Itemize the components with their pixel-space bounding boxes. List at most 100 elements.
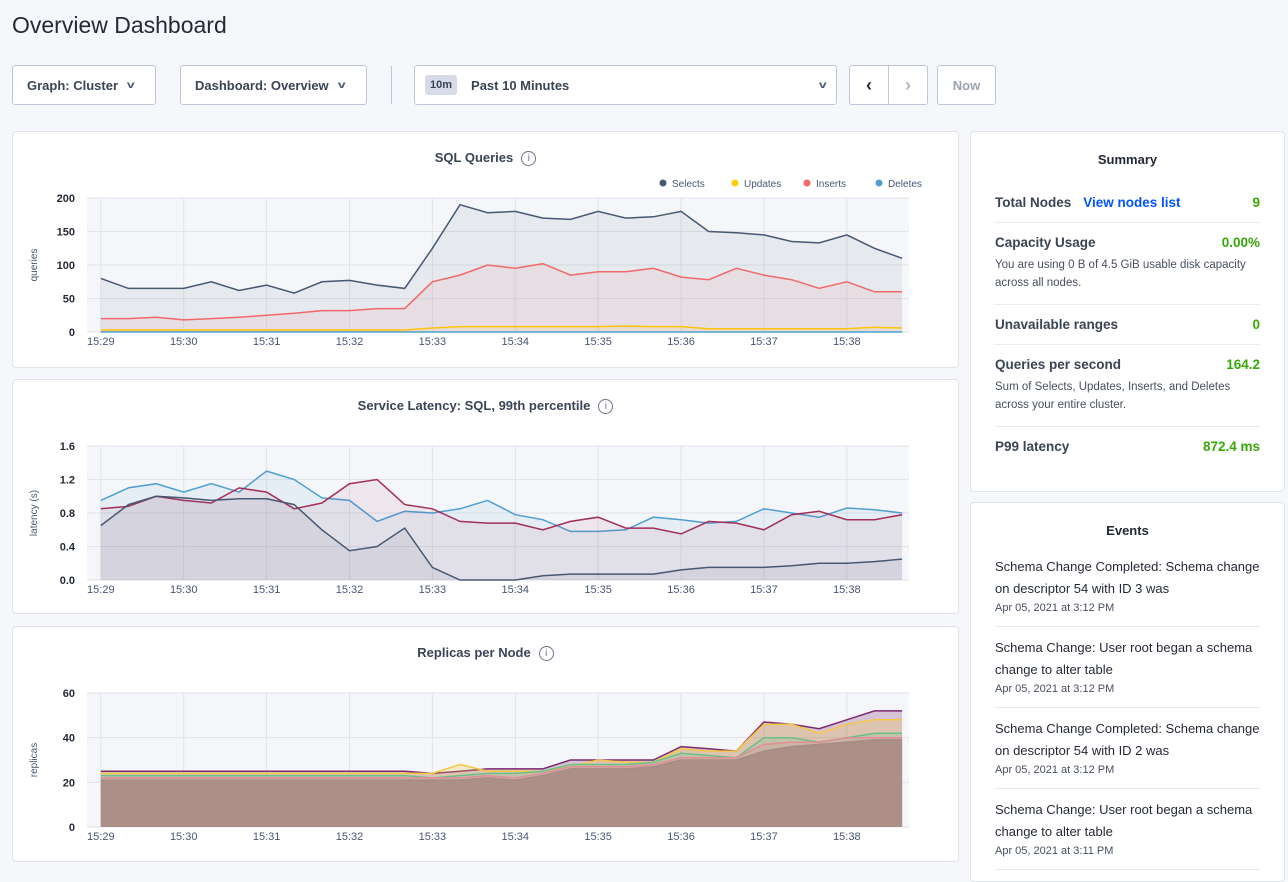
chart-title: Replicas per Node: [417, 645, 531, 660]
series-area: [100, 471, 903, 580]
info-icon[interactable]: i: [598, 399, 614, 415]
series-line: [100, 495, 903, 581]
x-tick-label: 15:31: [253, 831, 281, 843]
x-tick-label: 15:37: [750, 336, 778, 348]
series-line: [100, 732, 903, 779]
x-tick-label: 15:32: [336, 831, 364, 843]
x-tick-label: 15:34: [502, 336, 530, 348]
x-tick-label: 15:30: [170, 831, 198, 843]
x-tick-label: 15:36: [667, 831, 695, 843]
event-item[interactable]: Schema Change Completed: Schema change o…: [995, 708, 1260, 789]
x-tick-label: 15:34: [502, 584, 530, 596]
chevron-down-icon: v: [819, 79, 828, 91]
x-tick-label: 15:29: [87, 831, 115, 843]
x-tick-label: 15:36: [667, 336, 695, 348]
event-item[interactable]: Schema Change: User root began a schema …: [995, 789, 1260, 870]
previous-button[interactable]: ‹: [849, 65, 889, 105]
x-tick-label: 15:35: [584, 831, 612, 843]
series-line: [100, 736, 903, 779]
y-tick-label: 20: [63, 777, 75, 789]
summary-value: 0.00%: [1221, 235, 1260, 250]
y-tick-label: 1.2: [60, 475, 75, 487]
summary-total-nodes: Total Nodes View nodes list 9: [995, 183, 1260, 223]
y-tick-label: 150: [57, 227, 75, 239]
x-tick-label: 15:33: [419, 336, 447, 348]
y-axis-label: replicas: [29, 743, 40, 777]
events-card: Events Schema Change Completed: Schema c…: [970, 502, 1285, 882]
x-tick-label: 15:35: [584, 584, 612, 596]
y-tick-label: 100: [57, 260, 75, 272]
event-date: Apr 05, 2021 at 3:12 PM: [995, 602, 1115, 614]
events-title: Events: [1106, 523, 1149, 538]
service-latency-chart-card: Service Latency: SQL, 99th percentile i 1…: [12, 379, 959, 614]
x-tick-label: 15:33: [419, 831, 447, 843]
series-area: [100, 739, 903, 827]
y-tick-label: 50: [63, 294, 75, 306]
sql-queries-chart: 15:29 15:30 15:31 15:32 15:33 15:34 15:35 15:36…: [29, 179, 922, 348]
x-tick-label: 15:38: [833, 584, 861, 596]
summary-value: 0: [1252, 317, 1260, 332]
series-line: [100, 710, 903, 775]
sql-queries-chart-card: SQL Queries i 15:29 15:30 15:31 15:32 15:33 15…: [12, 131, 959, 368]
summary-value: 164.2: [1226, 357, 1260, 372]
info-icon[interactable]: i: [538, 646, 554, 662]
x-tick-label: 15:38: [833, 336, 861, 348]
summary-unavailable-ranges: Unavailable ranges 0: [995, 305, 1260, 345]
x-tick-label: 15:37: [750, 831, 778, 843]
replicas-per-node-chart: 15:29 15:30 15:31 15:32 15:33 15:34 15:35 15:36…: [29, 688, 909, 843]
y-tick-label: 0.8: [60, 508, 75, 520]
service-latency-chart: 15:29 15:30 15:31 15:32 15:33 15:34 15:35 15:36…: [29, 441, 909, 596]
page-title: Overview Dashboard: [12, 12, 227, 38]
next-button[interactable]: ›: [888, 65, 928, 105]
legend-marker: [731, 179, 739, 187]
y-axis-label: queries: [29, 249, 40, 282]
summary-p99-latency: P99 latency 872.4 ms: [995, 427, 1260, 466]
toolbar-divider: [391, 66, 392, 104]
info-icon[interactable]: i: [521, 151, 537, 167]
chevron-down-icon: v: [126, 79, 135, 91]
event-text: Schema Change Completed: Schema change o…: [995, 721, 1260, 758]
y-tick-label: 0: [69, 327, 75, 339]
series-line: [100, 325, 903, 331]
summary-label: Total Nodes: [995, 195, 1072, 210]
series-line: [100, 739, 903, 781]
summary-title: Summary: [1097, 152, 1158, 167]
event-date: Apr 05, 2021 at 3:12 PM: [995, 683, 1115, 695]
x-tick-label: 15:29: [87, 584, 115, 596]
legend-label: Selects: [672, 179, 705, 190]
chevron-right-icon: ›: [905, 74, 911, 95]
x-tick-label: 15:33: [419, 584, 447, 596]
chart-title: SQL Queries: [434, 150, 514, 165]
x-tick-label: 15:38: [833, 831, 861, 843]
summary-label: Capacity Usage: [995, 235, 1096, 250]
x-tick-label: 15:37: [750, 584, 778, 596]
summary-value: 9: [1252, 195, 1260, 210]
event-item[interactable]: Schema Change: User root began a schema …: [995, 627, 1260, 708]
series-area: [100, 496, 903, 580]
x-tick-label: 15:30: [170, 584, 198, 596]
legend-marker: [659, 179, 667, 187]
event-item[interactable]: Schema Change Completed: Schema change o…: [995, 546, 1260, 627]
graph-dropdown[interactable]: Graph: Cluster v: [12, 65, 156, 105]
x-tick-label: 15:32: [336, 584, 364, 596]
x-tick-label: 15:34: [502, 831, 530, 843]
series-area: [100, 479, 903, 580]
summary-capacity-usage: Capacity Usage 0.00% You are using 0 B of …: [995, 223, 1260, 305]
dashboard-dropdown[interactable]: Dashboard: Overview v: [180, 65, 367, 105]
y-tick-label: 0.0: [60, 575, 75, 587]
x-tick-label: 15:30: [170, 336, 198, 348]
time-range-dropdown[interactable]: 10m Past 10 Minutes v: [414, 65, 837, 105]
chevron-down-icon: v: [337, 79, 346, 91]
view-nodes-link[interactable]: View nodes list: [1083, 195, 1181, 210]
series-line: [100, 719, 903, 775]
summary-label: Unavailable ranges: [995, 317, 1119, 332]
series-area: [100, 204, 903, 332]
series-line: [100, 203, 903, 294]
chevron-left-icon: ‹: [866, 74, 872, 95]
x-tick-label: 15:32: [336, 336, 364, 348]
now-button[interactable]: Now: [937, 65, 996, 105]
y-tick-label: 40: [63, 733, 75, 745]
summary-label: Queries per second: [995, 357, 1122, 372]
event-date: Apr 05, 2021 at 3:11 PM: [995, 845, 1114, 857]
replicas-per-node-chart-card: Replicas per Node i 15:29 15:30 15:31 15:32 1…: [12, 626, 959, 862]
